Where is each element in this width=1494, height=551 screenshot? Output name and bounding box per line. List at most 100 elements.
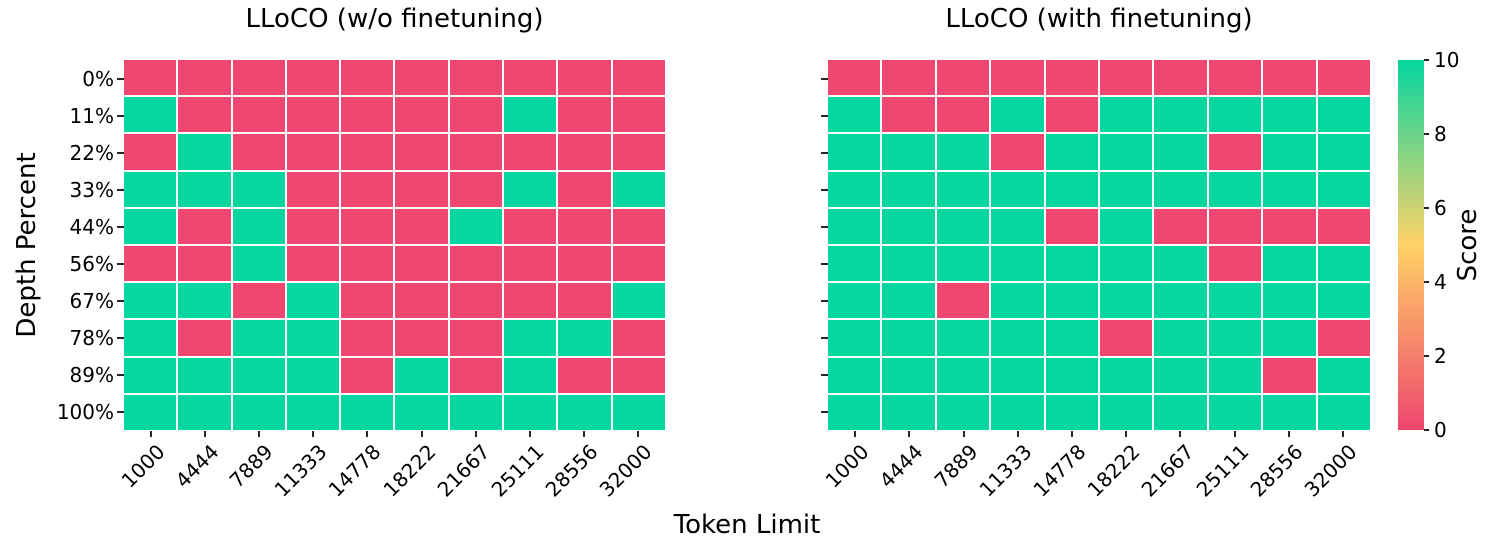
heatmap-cell	[504, 394, 557, 430]
colorbar-tick-label: 2	[1434, 344, 1447, 368]
tick-mark	[1287, 431, 1290, 437]
y-tick-label: 89%	[69, 362, 114, 387]
heatmap-cell	[612, 134, 665, 170]
y-tick-label: 33%	[69, 177, 114, 202]
tick-mark	[821, 114, 828, 117]
heatmap-cell	[1045, 60, 1098, 96]
heatmap-cell	[449, 171, 503, 207]
heatmap-cell	[991, 320, 1044, 356]
heatmap-cell	[232, 134, 285, 170]
heatmap-cell	[1208, 246, 1262, 282]
heatmap-cell	[882, 171, 935, 207]
y-tick-label: 56%	[69, 251, 114, 276]
heatmap-cell	[882, 246, 935, 282]
x-tick-label: 14778	[1028, 439, 1091, 502]
tick-mark	[821, 151, 828, 154]
heatmap-cell	[178, 357, 231, 393]
heatmap-cell	[341, 357, 394, 393]
heatmap-cell	[449, 60, 503, 96]
heatmap-cell	[1154, 171, 1207, 207]
tick-mark	[1070, 431, 1073, 437]
heatmap-cell	[936, 357, 990, 393]
heatmap-cell	[1154, 97, 1207, 133]
heatmap-cell	[1100, 246, 1153, 282]
heatmap-cell	[286, 283, 340, 319]
heatmap-cell	[1100, 320, 1153, 356]
heatmap-cell	[558, 134, 611, 170]
tick-mark	[636, 431, 639, 437]
heatmap-cell	[1045, 283, 1098, 319]
heatmap-cell	[991, 357, 1044, 393]
heatmap-cell	[936, 246, 990, 282]
heatmap-cell	[1045, 171, 1098, 207]
tick-mark	[312, 431, 315, 437]
x-tick-label: 21667	[1136, 439, 1199, 502]
tick-mark	[474, 431, 477, 437]
tick-mark	[117, 299, 124, 302]
heatmap-cell	[1208, 357, 1262, 393]
tick-mark	[1341, 431, 1344, 437]
heatmap-cell	[612, 208, 665, 244]
tick-mark	[1424, 355, 1429, 357]
heatmap-cell	[882, 283, 935, 319]
heatmap-cell	[341, 246, 394, 282]
tick-mark	[117, 188, 124, 191]
heatmap-cell	[1263, 246, 1316, 282]
x-tick-label: 18222	[1082, 439, 1145, 502]
tick-mark	[821, 299, 828, 302]
left-plot-title: LLoCO (w/o finetuning)	[245, 4, 544, 34]
heatmap-cell	[124, 60, 177, 96]
x-tick-label: 1000	[116, 439, 170, 493]
heatmap-cell	[124, 208, 177, 244]
tick-mark	[117, 410, 124, 413]
colorbar-tick-label: 10	[1434, 48, 1460, 72]
heatmap-cell	[612, 246, 665, 282]
heatmap-cell	[1154, 246, 1207, 282]
tick-mark	[1125, 431, 1128, 437]
x-tick-label: 4444	[874, 439, 928, 493]
heatmap-cell	[449, 97, 503, 133]
heatmap-cell	[1208, 134, 1262, 170]
heatmap-cell	[1208, 208, 1262, 244]
heatmap-cell	[1045, 97, 1098, 133]
heatmap-cell	[286, 97, 340, 133]
tick-mark	[117, 262, 124, 265]
heatmap-cell	[936, 97, 990, 133]
colorbar-tick-label: 0	[1434, 418, 1447, 442]
heatmap-cell	[395, 357, 448, 393]
heatmap-cell	[1100, 208, 1153, 244]
heatmap-cell	[1154, 394, 1207, 430]
heatmap-cell	[828, 208, 881, 244]
tick-mark	[1016, 431, 1019, 437]
heatmap-cell	[232, 357, 285, 393]
heatmap-cell	[1045, 357, 1098, 393]
tick-mark	[1424, 429, 1429, 431]
heatmap-cell	[1317, 60, 1370, 96]
heatmap-cell	[1154, 134, 1207, 170]
right-plot-title: LLoCO (with finetuning)	[945, 4, 1253, 34]
heatmap-cell	[882, 60, 935, 96]
heatmap-cell	[124, 357, 177, 393]
heatmap-cell	[882, 208, 935, 244]
x-tick-label: 11333	[974, 439, 1037, 502]
heatmap-cell	[341, 283, 394, 319]
heatmap-cell	[124, 394, 177, 430]
tick-mark	[117, 225, 124, 228]
heatmap-cell	[178, 208, 231, 244]
y-tick-label: 11%	[69, 103, 114, 128]
heatmap-cell	[178, 60, 231, 96]
colorbar-gradient	[1398, 60, 1424, 430]
heatmap-cell	[395, 97, 448, 133]
heatmap-cell	[936, 283, 990, 319]
x-tick-label: 32000	[594, 439, 657, 502]
heatmap-cell	[1263, 60, 1316, 96]
heatmap-cell	[124, 320, 177, 356]
heatmap-cell	[1154, 320, 1207, 356]
tick-mark	[117, 151, 124, 154]
heatmap-cell	[936, 60, 990, 96]
tick-mark	[258, 431, 261, 437]
heatmap-cell	[1208, 97, 1262, 133]
heatmap-cell	[558, 60, 611, 96]
x-tick-label: 21667	[432, 439, 495, 502]
